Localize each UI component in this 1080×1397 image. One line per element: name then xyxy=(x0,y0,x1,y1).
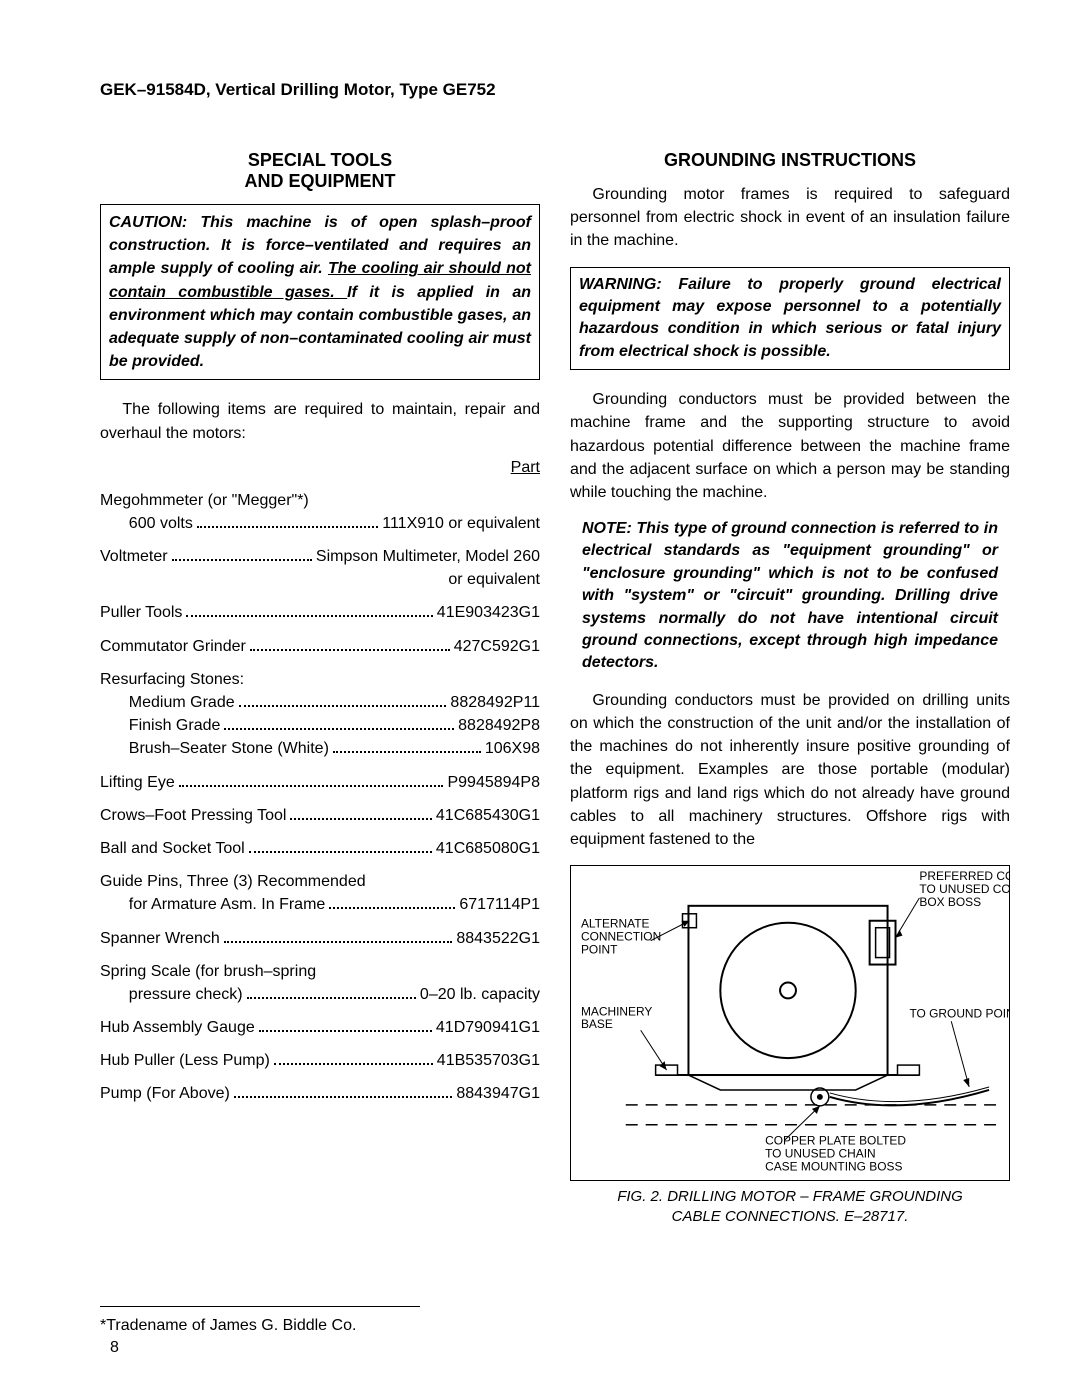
svg-text:TO GROUND POINT: TO GROUND POINT xyxy=(909,1006,1009,1020)
parts-row: Commutator Grinder427C592G1 xyxy=(100,635,540,658)
parts-item: Guide Pins, Three (3) Recommendedfor Arm… xyxy=(100,870,540,916)
parts-row: Finish Grade8828492P8 xyxy=(100,714,540,737)
caution-box: CAUTION: This machine is of open splash–… xyxy=(100,204,540,380)
parts-row: Guide Pins, Three (3) Recommended xyxy=(100,870,540,893)
svg-text:BASE: BASE xyxy=(581,1017,613,1031)
body-paragraph: Grounding conductors must be provided on… xyxy=(570,689,1010,851)
svg-text:COPPER PLATE BOLTED: COPPER PLATE BOLTED xyxy=(765,1134,906,1148)
parts-row: Puller Tools41E903423G1 xyxy=(100,601,540,624)
parts-row: pressure check)0–20 lb. capacity xyxy=(100,983,540,1006)
parts-row: Resurfacing Stones: xyxy=(100,668,540,691)
svg-text:ALTERNATE: ALTERNATE xyxy=(581,917,650,931)
svg-text:TO UNUSED CHAIN: TO UNUSED CHAIN xyxy=(765,1147,876,1161)
page-number: 8 xyxy=(110,1339,119,1357)
part-column-header: Part xyxy=(100,459,540,477)
parts-row: Ball and Socket Tool41C685080G1 xyxy=(100,837,540,860)
svg-text:POINT: POINT xyxy=(581,943,618,957)
svg-text:MACHINERY: MACHINERY xyxy=(581,1004,652,1018)
footnote-rule xyxy=(100,1306,420,1307)
parts-item: Crows–Foot Pressing Tool41C685430G1 xyxy=(100,804,540,827)
svg-text:TO UNUSED CONNECTION: TO UNUSED CONNECTION xyxy=(919,882,1009,896)
parts-item: Pump (For Above)8843947G1 xyxy=(100,1082,540,1105)
svg-text:CONNECTION: CONNECTION xyxy=(581,930,661,944)
title-line: SPECIAL TOOLS xyxy=(248,150,392,170)
parts-row: or equivalent xyxy=(100,568,540,591)
svg-text:CASE MOUNTING BOSS: CASE MOUNTING BOSS xyxy=(765,1160,902,1174)
parts-item: Commutator Grinder427C592G1 xyxy=(100,635,540,658)
parts-row: Spanner Wrench8843522G1 xyxy=(100,927,540,950)
parts-list: Megohmmeter (or "Megger"*)600 volts111X9… xyxy=(100,489,540,1106)
parts-item: Lifting EyeP9945894P8 xyxy=(100,771,540,794)
parts-item: Puller Tools41E903423G1 xyxy=(100,601,540,624)
left-column: SPECIAL TOOLS AND EQUIPMENT CAUTION: Thi… xyxy=(100,150,540,1335)
parts-row: for Armature Asm. In Frame6717114P1 xyxy=(100,893,540,916)
caption-line: CABLE CONNECTIONS. E–28717. xyxy=(672,1208,909,1225)
parts-row: Lifting EyeP9945894P8 xyxy=(100,771,540,794)
parts-row: Medium Grade8828492P11 xyxy=(100,691,540,714)
intro-paragraph: The following items are required to main… xyxy=(100,398,540,444)
parts-item: Hub Puller (Less Pump)41B535703G1 xyxy=(100,1049,540,1072)
parts-item: Spring Scale (for brush–springpressure c… xyxy=(100,960,540,1006)
title-line: AND EQUIPMENT xyxy=(244,171,395,191)
page-header: GEK–91584D, Vertical Drilling Motor, Typ… xyxy=(100,80,1010,100)
parts-row: 600 volts111X910 or equivalent xyxy=(100,512,540,535)
parts-row: Hub Puller (Less Pump)41B535703G1 xyxy=(100,1049,540,1072)
figure-caption: FIG. 2. DRILLING MOTOR – FRAME GROUNDING… xyxy=(570,1187,1010,1228)
section-title-grounding: GROUNDING INSTRUCTIONS xyxy=(570,150,1010,171)
parts-row: VoltmeterSimpson Multimeter, Model 260 xyxy=(100,545,540,568)
parts-item: Spanner Wrench8843522G1 xyxy=(100,927,540,950)
parts-row: Brush–Seater Stone (White)106X98 xyxy=(100,737,540,760)
parts-item: Hub Assembly Gauge41D790941G1 xyxy=(100,1016,540,1039)
parts-row: Crows–Foot Pressing Tool41C685430G1 xyxy=(100,804,540,827)
warning-box: WARNING: Failure to properly ground elec… xyxy=(570,267,1010,371)
figure-svg: PREFERRED CONNECTION - TO UNUSED CONNECT… xyxy=(571,866,1009,1175)
parts-row: Hub Assembly Gauge41D790941G1 xyxy=(100,1016,540,1039)
note-block: NOTE: This type of ground connection is … xyxy=(570,518,1010,675)
right-column: GROUNDING INSTRUCTIONS Grounding motor f… xyxy=(570,150,1010,1335)
footnote: *Tradename of James G. Biddle Co. xyxy=(100,1317,540,1335)
caption-line: FIG. 2. DRILLING MOTOR – FRAME GROUNDING xyxy=(617,1188,963,1205)
body-paragraph: Grounding conductors must be provided be… xyxy=(570,388,1010,504)
parts-row: Megohmmeter (or "Megger"*) xyxy=(100,489,540,512)
svg-text:BOX BOSS: BOX BOSS xyxy=(919,895,981,909)
body-paragraph: Grounding motor frames is required to sa… xyxy=(570,183,1010,253)
parts-item: Resurfacing Stones:Medium Grade8828492P1… xyxy=(100,668,540,761)
parts-item: Ball and Socket Tool41C685080G1 xyxy=(100,837,540,860)
parts-item: VoltmeterSimpson Multimeter, Model 260or… xyxy=(100,545,540,591)
parts-item: Megohmmeter (or "Megger"*)600 volts111X9… xyxy=(100,489,540,535)
parts-row: Spring Scale (for brush–spring xyxy=(100,960,540,983)
figure: PREFERRED CONNECTION - TO UNUSED CONNECT… xyxy=(570,865,1010,1181)
parts-row: Pump (For Above)8843947G1 xyxy=(100,1082,540,1105)
section-title-tools: SPECIAL TOOLS AND EQUIPMENT xyxy=(100,150,540,192)
svg-text:PREFERRED CONNECTION -: PREFERRED CONNECTION - xyxy=(919,869,1009,883)
